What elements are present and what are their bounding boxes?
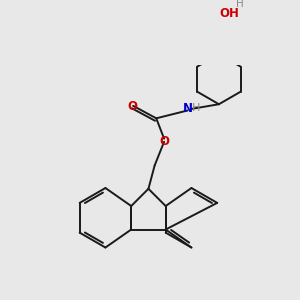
Text: OH: OH <box>219 7 239 20</box>
Text: O: O <box>159 135 169 148</box>
Text: N: N <box>183 102 194 115</box>
Text: O: O <box>128 100 138 113</box>
Text: H: H <box>236 0 244 9</box>
Text: H: H <box>192 103 200 113</box>
